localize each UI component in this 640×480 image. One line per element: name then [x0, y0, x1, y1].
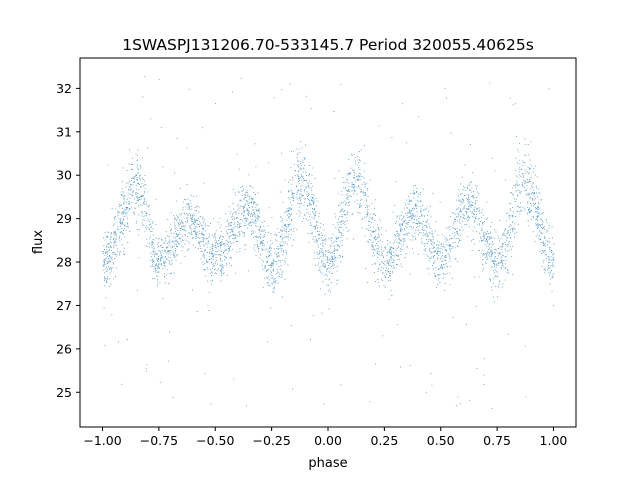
x-tick-label: 1.00: [540, 433, 568, 448]
x-tick-label: 0.75: [483, 433, 511, 448]
y-tick-label: 28: [56, 255, 72, 270]
x-tick-label: 0.25: [370, 433, 398, 448]
y-tick-label: 26: [56, 341, 72, 356]
data-points: [102, 75, 555, 410]
plot-frame: [79, 57, 577, 428]
x-axis-ticks: −1.00 −0.75 −0.50 −0.25 0.00 0.25 0.50 0.75 1.00: [83, 427, 567, 448]
y-tick-label: 30: [56, 168, 72, 183]
x-axis-label: phase: [308, 456, 347, 471]
x-tick-label: 0.50: [427, 433, 455, 448]
y-tick-label: 27: [56, 298, 72, 313]
x-tick-label: −0.75: [140, 433, 178, 448]
x-tick-label: −1.00: [83, 433, 121, 448]
y-axis-ticks: 25 26 27 28 29 30 31 32: [56, 81, 80, 400]
y-tick-label: 31: [56, 124, 72, 139]
scatter-points: [102, 75, 555, 410]
y-tick-label: 25: [56, 385, 72, 400]
chart-title: 1SWASPJ131206.70-533145.7 Period 320055.…: [122, 36, 534, 54]
y-tick-label: 32: [56, 81, 72, 96]
y-tick-label: 29: [56, 211, 72, 226]
x-tick-label: −0.25: [252, 433, 290, 448]
x-tick-label: 0.00: [314, 433, 342, 448]
y-axis-label: flux: [31, 230, 46, 254]
x-tick-label: −0.50: [196, 433, 234, 448]
